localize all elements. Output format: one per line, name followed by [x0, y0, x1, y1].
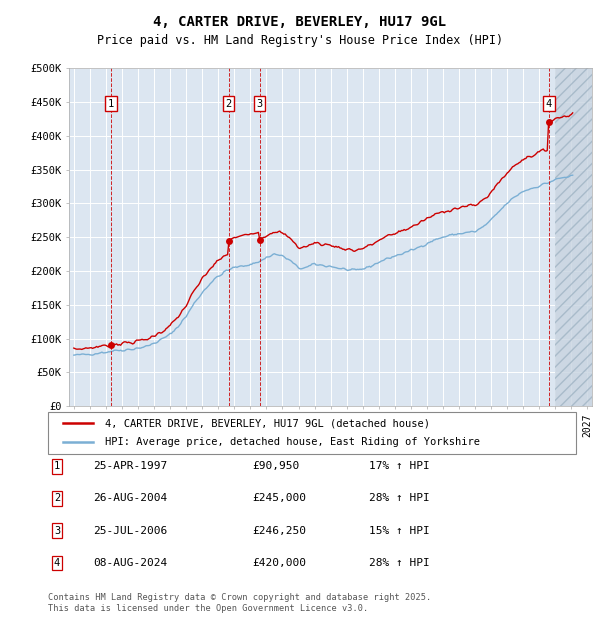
Text: Contains HM Land Registry data © Crown copyright and database right 2025.
This d: Contains HM Land Registry data © Crown c… [48, 593, 431, 613]
Text: 28% ↑ HPI: 28% ↑ HPI [369, 494, 430, 503]
Text: 28% ↑ HPI: 28% ↑ HPI [369, 558, 430, 568]
Text: £420,000: £420,000 [252, 558, 306, 568]
Bar [555, 68, 592, 406]
Text: 3: 3 [256, 99, 263, 108]
Text: 17% ↑ HPI: 17% ↑ HPI [369, 461, 430, 471]
Text: £90,950: £90,950 [252, 461, 299, 471]
Text: 2: 2 [54, 494, 60, 503]
Text: £245,000: £245,000 [252, 494, 306, 503]
Text: 4: 4 [546, 99, 552, 108]
Text: 25-JUL-2006: 25-JUL-2006 [93, 526, 167, 536]
Text: 15% ↑ HPI: 15% ↑ HPI [369, 526, 430, 536]
Text: 4, CARTER DRIVE, BEVERLEY, HU17 9GL (detached house): 4, CARTER DRIVE, BEVERLEY, HU17 9GL (det… [105, 418, 430, 428]
Text: 08-AUG-2024: 08-AUG-2024 [93, 558, 167, 568]
Text: 25-APR-1997: 25-APR-1997 [93, 461, 167, 471]
Text: 4, CARTER DRIVE, BEVERLEY, HU17 9GL: 4, CARTER DRIVE, BEVERLEY, HU17 9GL [154, 16, 446, 30]
Text: HPI: Average price, detached house, East Riding of Yorkshire: HPI: Average price, detached house, East… [105, 437, 480, 447]
Text: 1: 1 [108, 99, 114, 108]
Text: 1: 1 [54, 461, 60, 471]
Text: 2: 2 [226, 99, 232, 108]
Text: 4: 4 [54, 558, 60, 568]
Text: Price paid vs. HM Land Registry's House Price Index (HPI): Price paid vs. HM Land Registry's House … [97, 34, 503, 47]
Text: £246,250: £246,250 [252, 526, 306, 536]
Text: 26-AUG-2004: 26-AUG-2004 [93, 494, 167, 503]
Text: 3: 3 [54, 526, 60, 536]
